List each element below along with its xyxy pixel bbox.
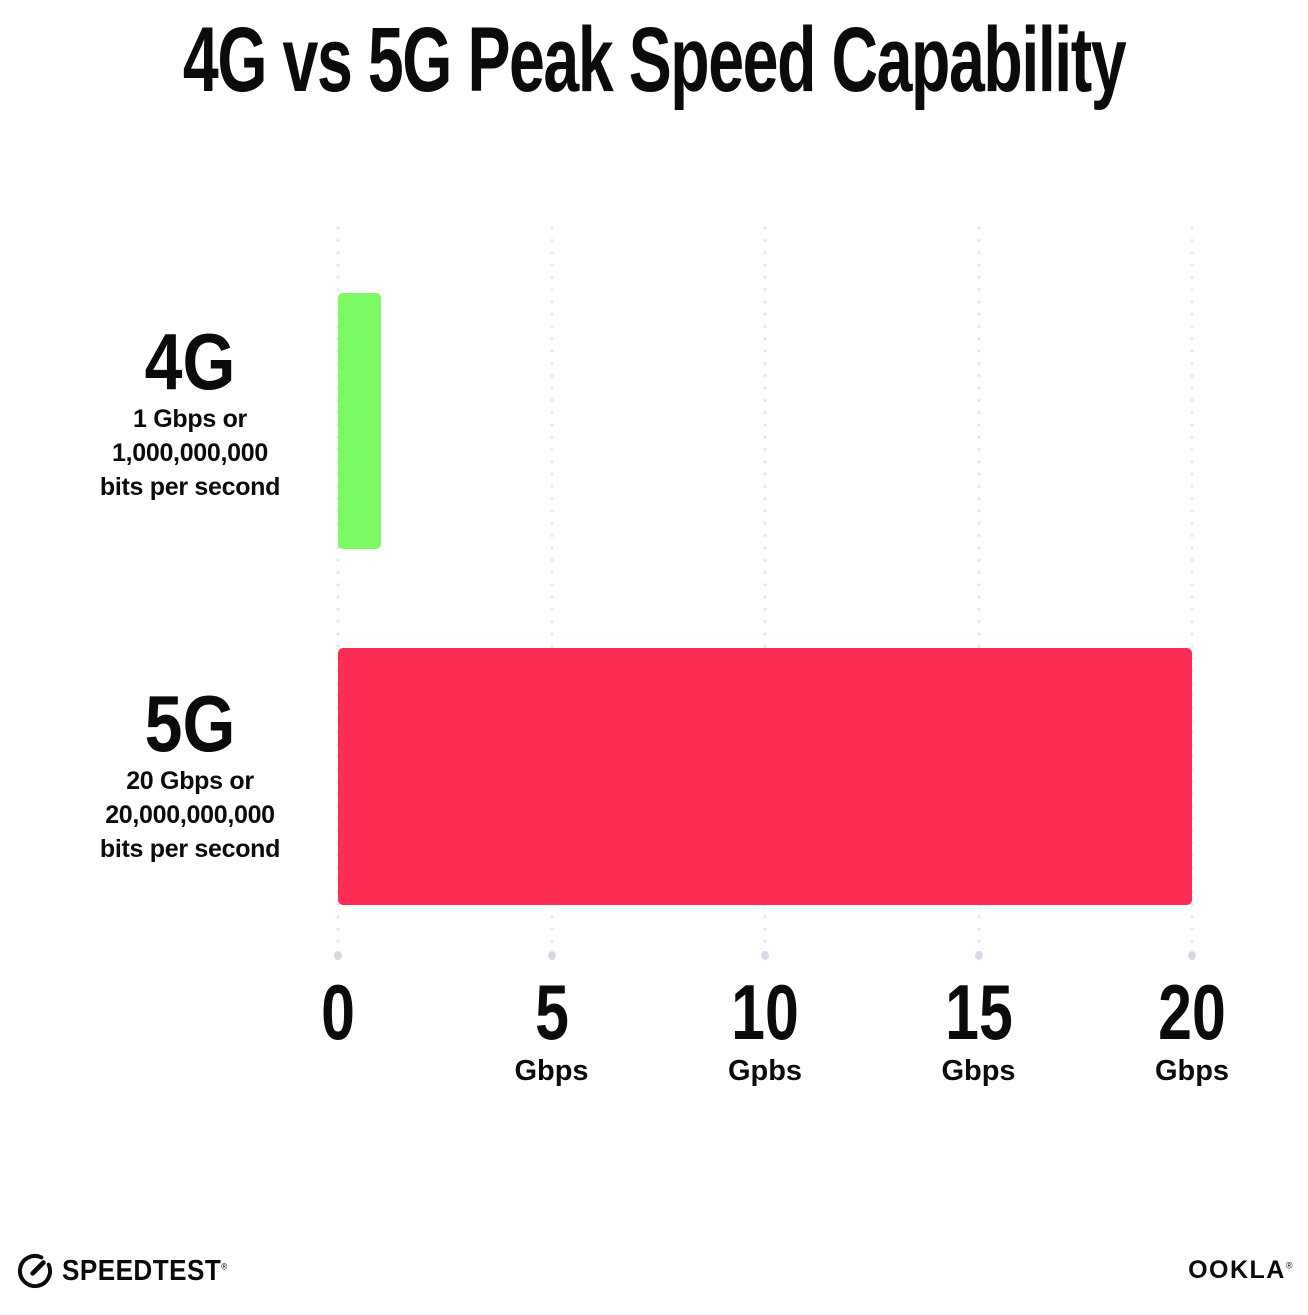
x-tick-value: 10 — [731, 968, 799, 1056]
chart-header: 4G vs 5G Peak Speed Capability — [0, 8, 1308, 113]
x-tick-value: 0 — [321, 968, 355, 1056]
speedtest-gauge-icon — [16, 1252, 54, 1290]
x-tick-unit: Gbps — [514, 1055, 589, 1087]
trademark-mark: ® — [1285, 1260, 1294, 1271]
description-line: 1 Gbps or — [133, 405, 247, 433]
row-label-4g: 4G 1 Gbps or 1,000,000,000 bits per seco… — [40, 322, 340, 504]
row-label-5g: 5G 20 Gbps or 20,000,000,000 bits per se… — [40, 684, 340, 866]
gridline-20 — [1190, 222, 1194, 948]
bar-4g — [338, 293, 381, 549]
x-tick-unit: Gbps — [1154, 1055, 1230, 1087]
ookla-wordmark: OOKLA — [1188, 1256, 1286, 1284]
ookla-logo: OOKLA® — [1188, 1256, 1294, 1285]
x-tick-10: 10 Gpbs — [645, 968, 885, 1087]
category-name-5g: 5G — [144, 679, 236, 768]
x-tick-value: 5 — [534, 968, 569, 1056]
x-tick-unit: Gbps — [941, 1055, 1016, 1087]
description-line: 1,000,000,000 — [112, 439, 268, 467]
x-tick-20: 20 Gbps — [1072, 968, 1308, 1087]
x-tick-value: 15 — [944, 968, 1013, 1056]
trademark-mark: ® — [221, 1260, 228, 1271]
x-tick-15: 15 Gbps — [859, 968, 1099, 1087]
x-tick-unit: Gpbs — [727, 1055, 803, 1087]
x-tick-0: 0 — [218, 968, 458, 1056]
gridline-15 — [976, 222, 981, 948]
gridline-10 — [763, 222, 767, 948]
category-description-5g: 20 Gbps or 20,000,000,000 bits per secon… — [40, 764, 340, 866]
category-name-4g: 4G — [144, 317, 236, 406]
gridline-0 — [336, 222, 340, 948]
plot-area — [336, 222, 1194, 962]
x-tick-5: 5 Gbps — [432, 968, 672, 1087]
description-line: 20,000,000,000 — [105, 801, 275, 829]
category-description-4g: 1 Gbps or 1,000,000,000 bits per second — [40, 402, 340, 504]
bar-5g — [338, 648, 1192, 905]
chart-title: 4G vs 5G Peak Speed Capability — [182, 9, 1127, 111]
description-line: 20 Gbps or — [126, 767, 254, 795]
description-line: bits per second — [99, 835, 281, 863]
x-tick-value: 20 — [1158, 968, 1226, 1056]
description-line: bits per second — [99, 473, 281, 501]
speedtest-logo: SPEEDTEST® — [16, 1252, 246, 1290]
gridline-5 — [549, 222, 554, 948]
speedtest-wordmark: SPEEDTEST® — [62, 1254, 228, 1287]
x-axis: 0 5 Gbps 10 Gpbs 15 Gbps 20 Gbps — [321, 968, 1229, 1106]
